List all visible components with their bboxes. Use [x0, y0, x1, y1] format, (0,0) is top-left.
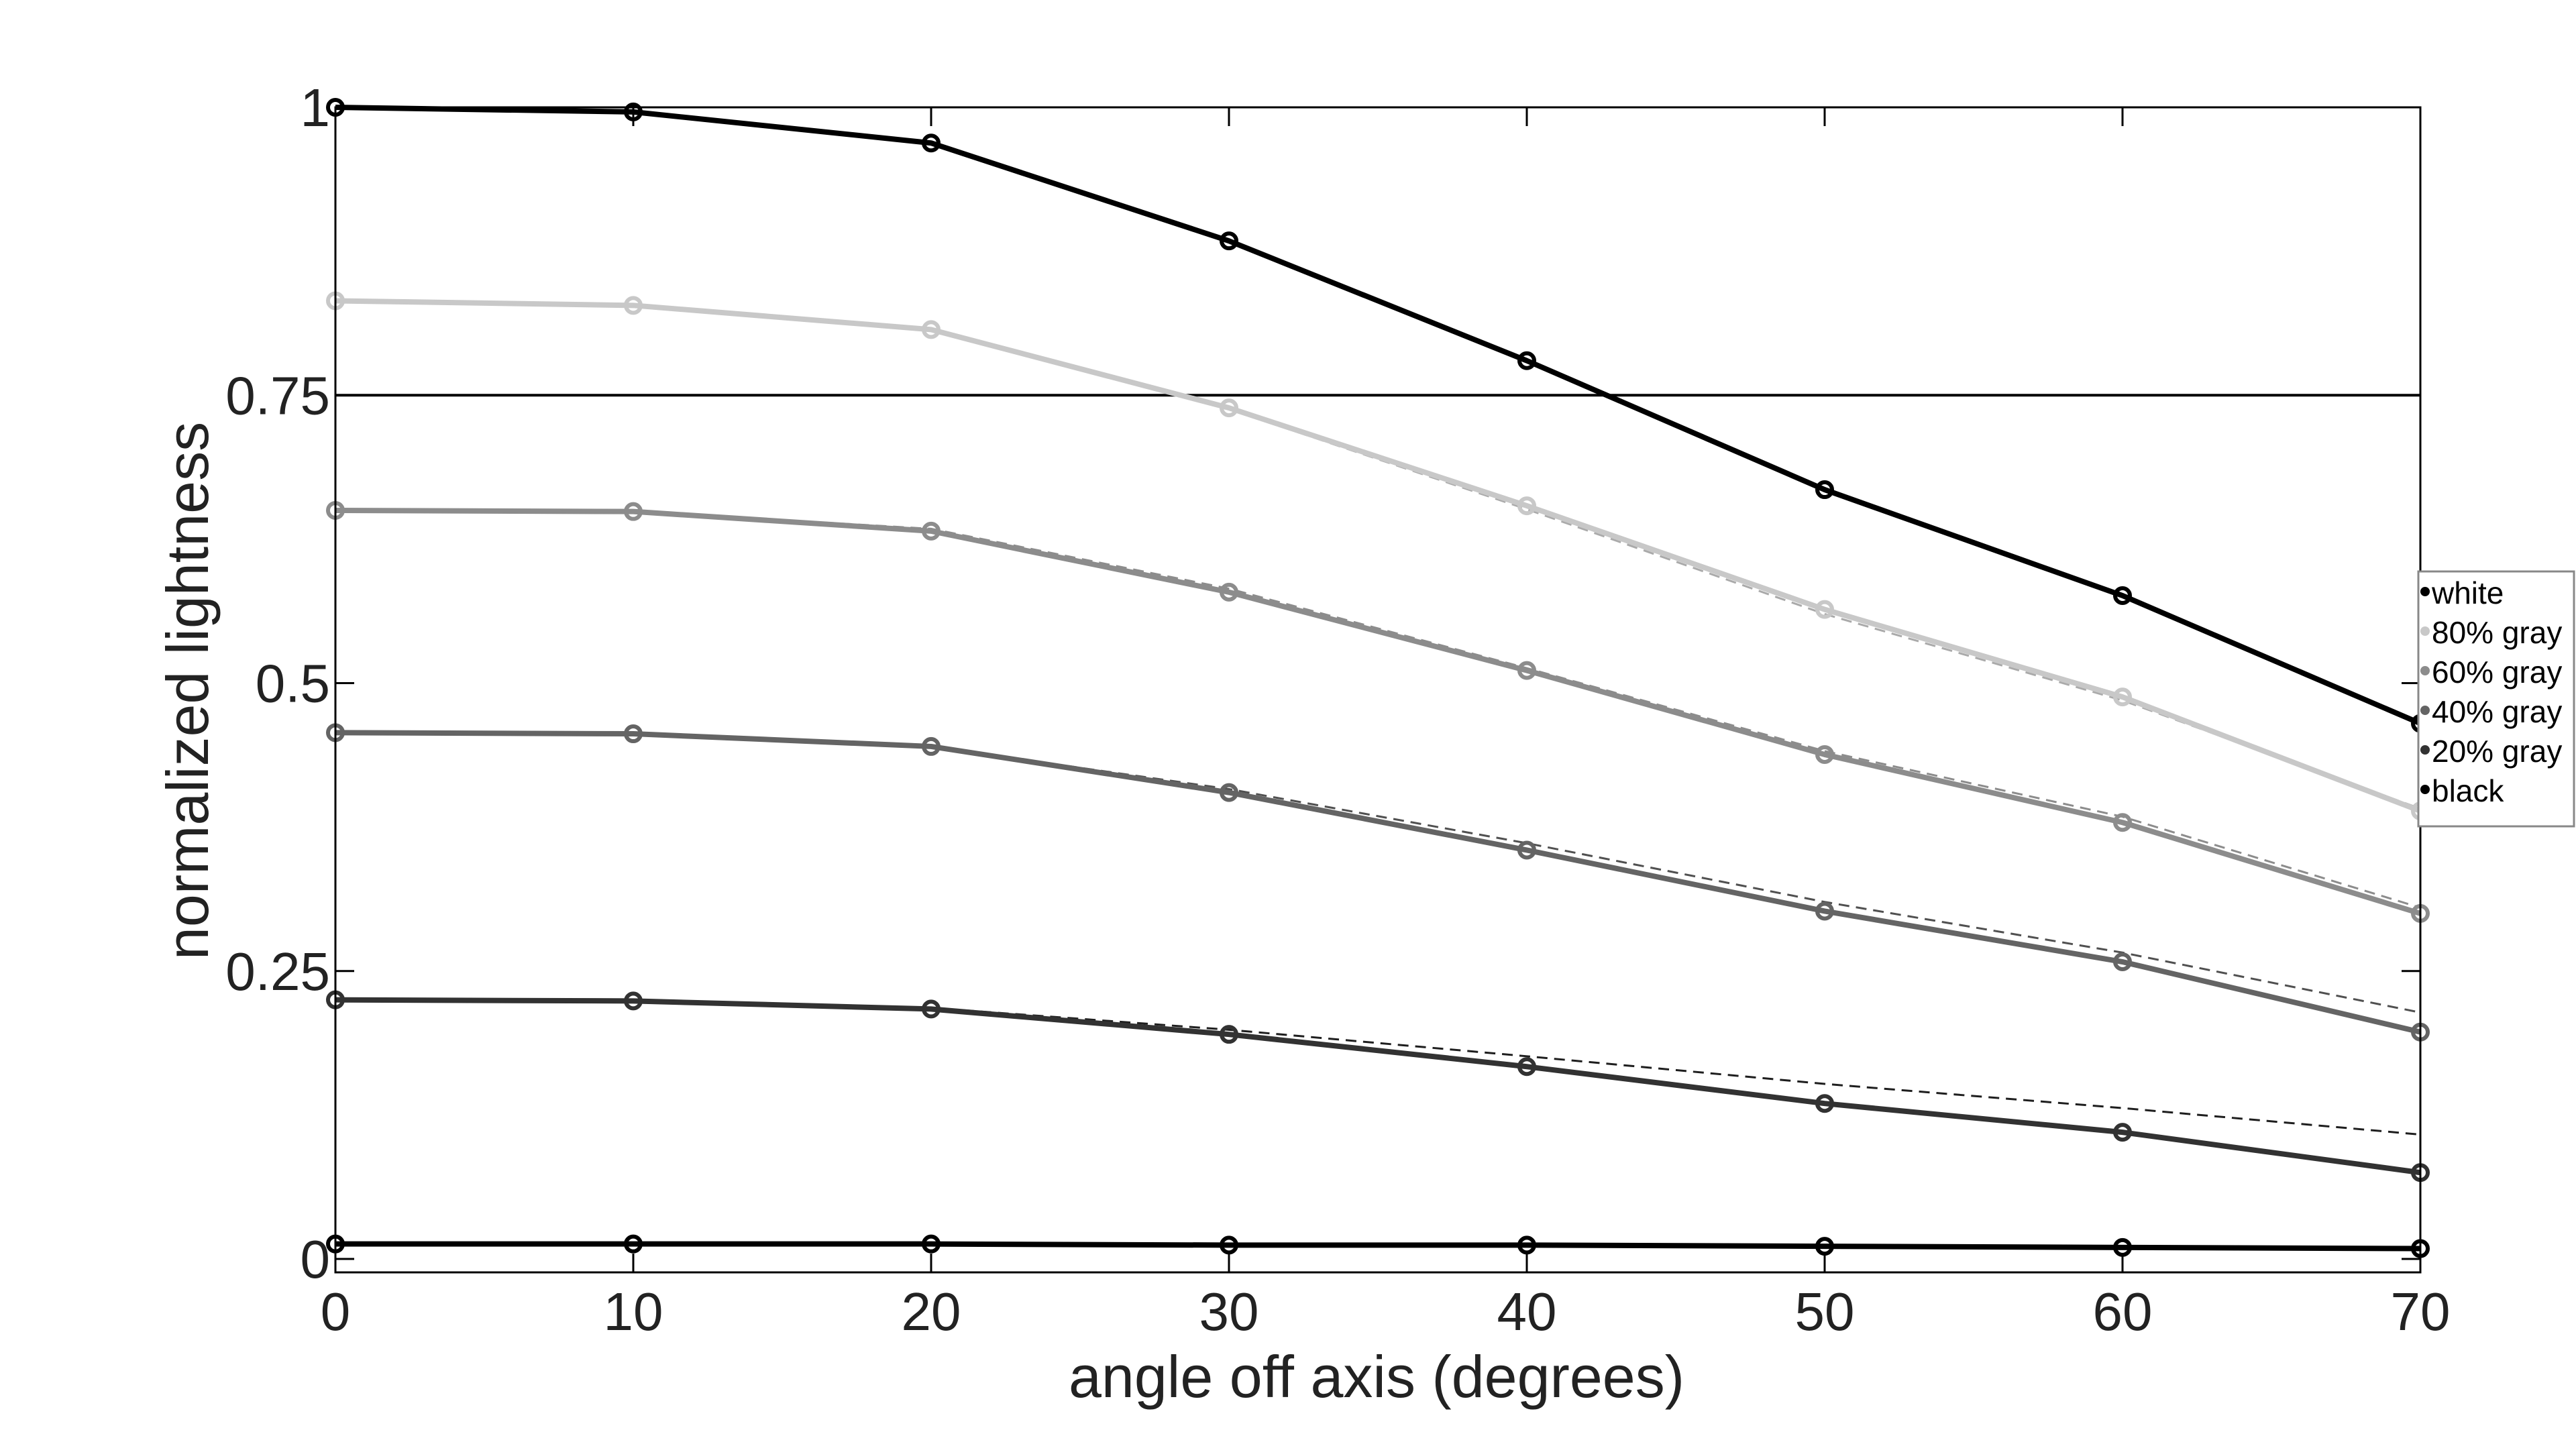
x-axis-ticks: 0 10 20 30 40 50 60 70 [321, 107, 2451, 1341]
data-point-60-gray [2113, 813, 2132, 832]
dashed-reference-layer [335, 299, 2421, 1136]
data-point-20-gray [1815, 1094, 1834, 1113]
x-tick-label: 20 [902, 1282, 961, 1341]
legend-label-80-gray: 80% gray [2432, 615, 2562, 650]
x-tick-label: 70 [2391, 1282, 2451, 1341]
series-line-20-gray [335, 997, 2421, 1176]
data-point-40-gray [2113, 952, 2132, 972]
legend-label-60-gray: 60% gray [2432, 655, 2562, 690]
legend-marker-black [2420, 785, 2430, 794]
data-point-60-gray [1220, 582, 1238, 602]
series-line-40-gray [335, 730, 2421, 1035]
legend-label-white: white [2431, 575, 2504, 610]
legend-marker-20-gray [2420, 745, 2430, 755]
data-point-40-gray [1815, 901, 1834, 921]
data-point-60-gray [922, 521, 941, 541]
data-point-white [1815, 480, 1834, 500]
legend-marker-80-gray [2420, 626, 2430, 636]
x-tick-label: 50 [1795, 1282, 1855, 1341]
y-tick-label: 0.25 [225, 942, 330, 1001]
dashed-reference-line-3 [335, 731, 2421, 1014]
legend-marker-60-gray [2420, 666, 2430, 675]
data-point-40-gray [624, 724, 643, 744]
data-point-80-gray [2113, 687, 2132, 707]
series-line-80-gray [335, 298, 2422, 814]
series-line-60-gray [335, 507, 2422, 916]
series-line-black [335, 1241, 2421, 1252]
data-point-80-gray [624, 296, 643, 315]
data-point-black [1220, 1235, 1238, 1255]
data-point-black [624, 1234, 643, 1254]
y-axis-ticks: 0 0.25 0.5 0.75 1 [225, 78, 2420, 1289]
series-line-white [335, 105, 2422, 726]
data-point-40-gray [922, 736, 941, 756]
y-tick-label: 0.75 [225, 366, 330, 425]
legend-label-black: black [2432, 773, 2504, 808]
legend: white 80% gray 60% gray 40% gray 20% gray bla… [2417, 570, 2575, 828]
data-point-black [922, 1234, 941, 1254]
legend-box [2417, 570, 2575, 828]
x-tick-label: 40 [1497, 1282, 1557, 1341]
y-tick-label: 0.5 [256, 654, 330, 714]
x-tick-label: 30 [1199, 1282, 1259, 1341]
legend-label-20-gray: 20% gray [2432, 734, 2562, 769]
data-point-white [2113, 586, 2132, 606]
series-20-gray [326, 990, 2430, 1182]
data-point-20-gray [624, 991, 643, 1011]
data-point-20-gray [2113, 1123, 2132, 1142]
data-point-20-gray [1517, 1057, 1536, 1077]
data-point-white [1517, 351, 1536, 370]
x-tick-label: 60 [2093, 1282, 2153, 1341]
y-axis-title: normalized lightness [154, 422, 221, 960]
dashed-reference-line-2 [335, 509, 2421, 909]
data-point-20-gray [922, 999, 941, 1019]
data-point-white [1220, 231, 1238, 251]
data-point-60-gray [1815, 744, 1834, 764]
data-point-80-gray [922, 320, 941, 339]
x-axis-title: angle off axis (degrees) [1069, 1343, 1684, 1410]
data-point-80-gray [1815, 600, 1834, 619]
data-point-80-gray [1517, 496, 1536, 516]
data-point-80-gray [1220, 398, 1238, 418]
x-tick-label: 0 [321, 1282, 351, 1341]
data-point-white [922, 133, 941, 153]
legend-marker-40-gray [2420, 706, 2430, 715]
x-tick-label: 10 [604, 1282, 663, 1341]
data-point-20-gray [1220, 1025, 1238, 1044]
data-point-black [1517, 1235, 1536, 1255]
series-layer [326, 98, 2430, 1258]
data-point-40-gray [1517, 840, 1536, 860]
legend-label-40-gray: 40% gray [2432, 694, 2562, 729]
y-tick-label: 1 [301, 78, 331, 137]
data-point-60-gray [624, 502, 643, 521]
y-tick-label: 0 [301, 1229, 331, 1289]
legend-marker-white [2420, 587, 2430, 596]
data-point-60-gray [1517, 661, 1536, 680]
data-point-40-gray [1220, 783, 1238, 802]
